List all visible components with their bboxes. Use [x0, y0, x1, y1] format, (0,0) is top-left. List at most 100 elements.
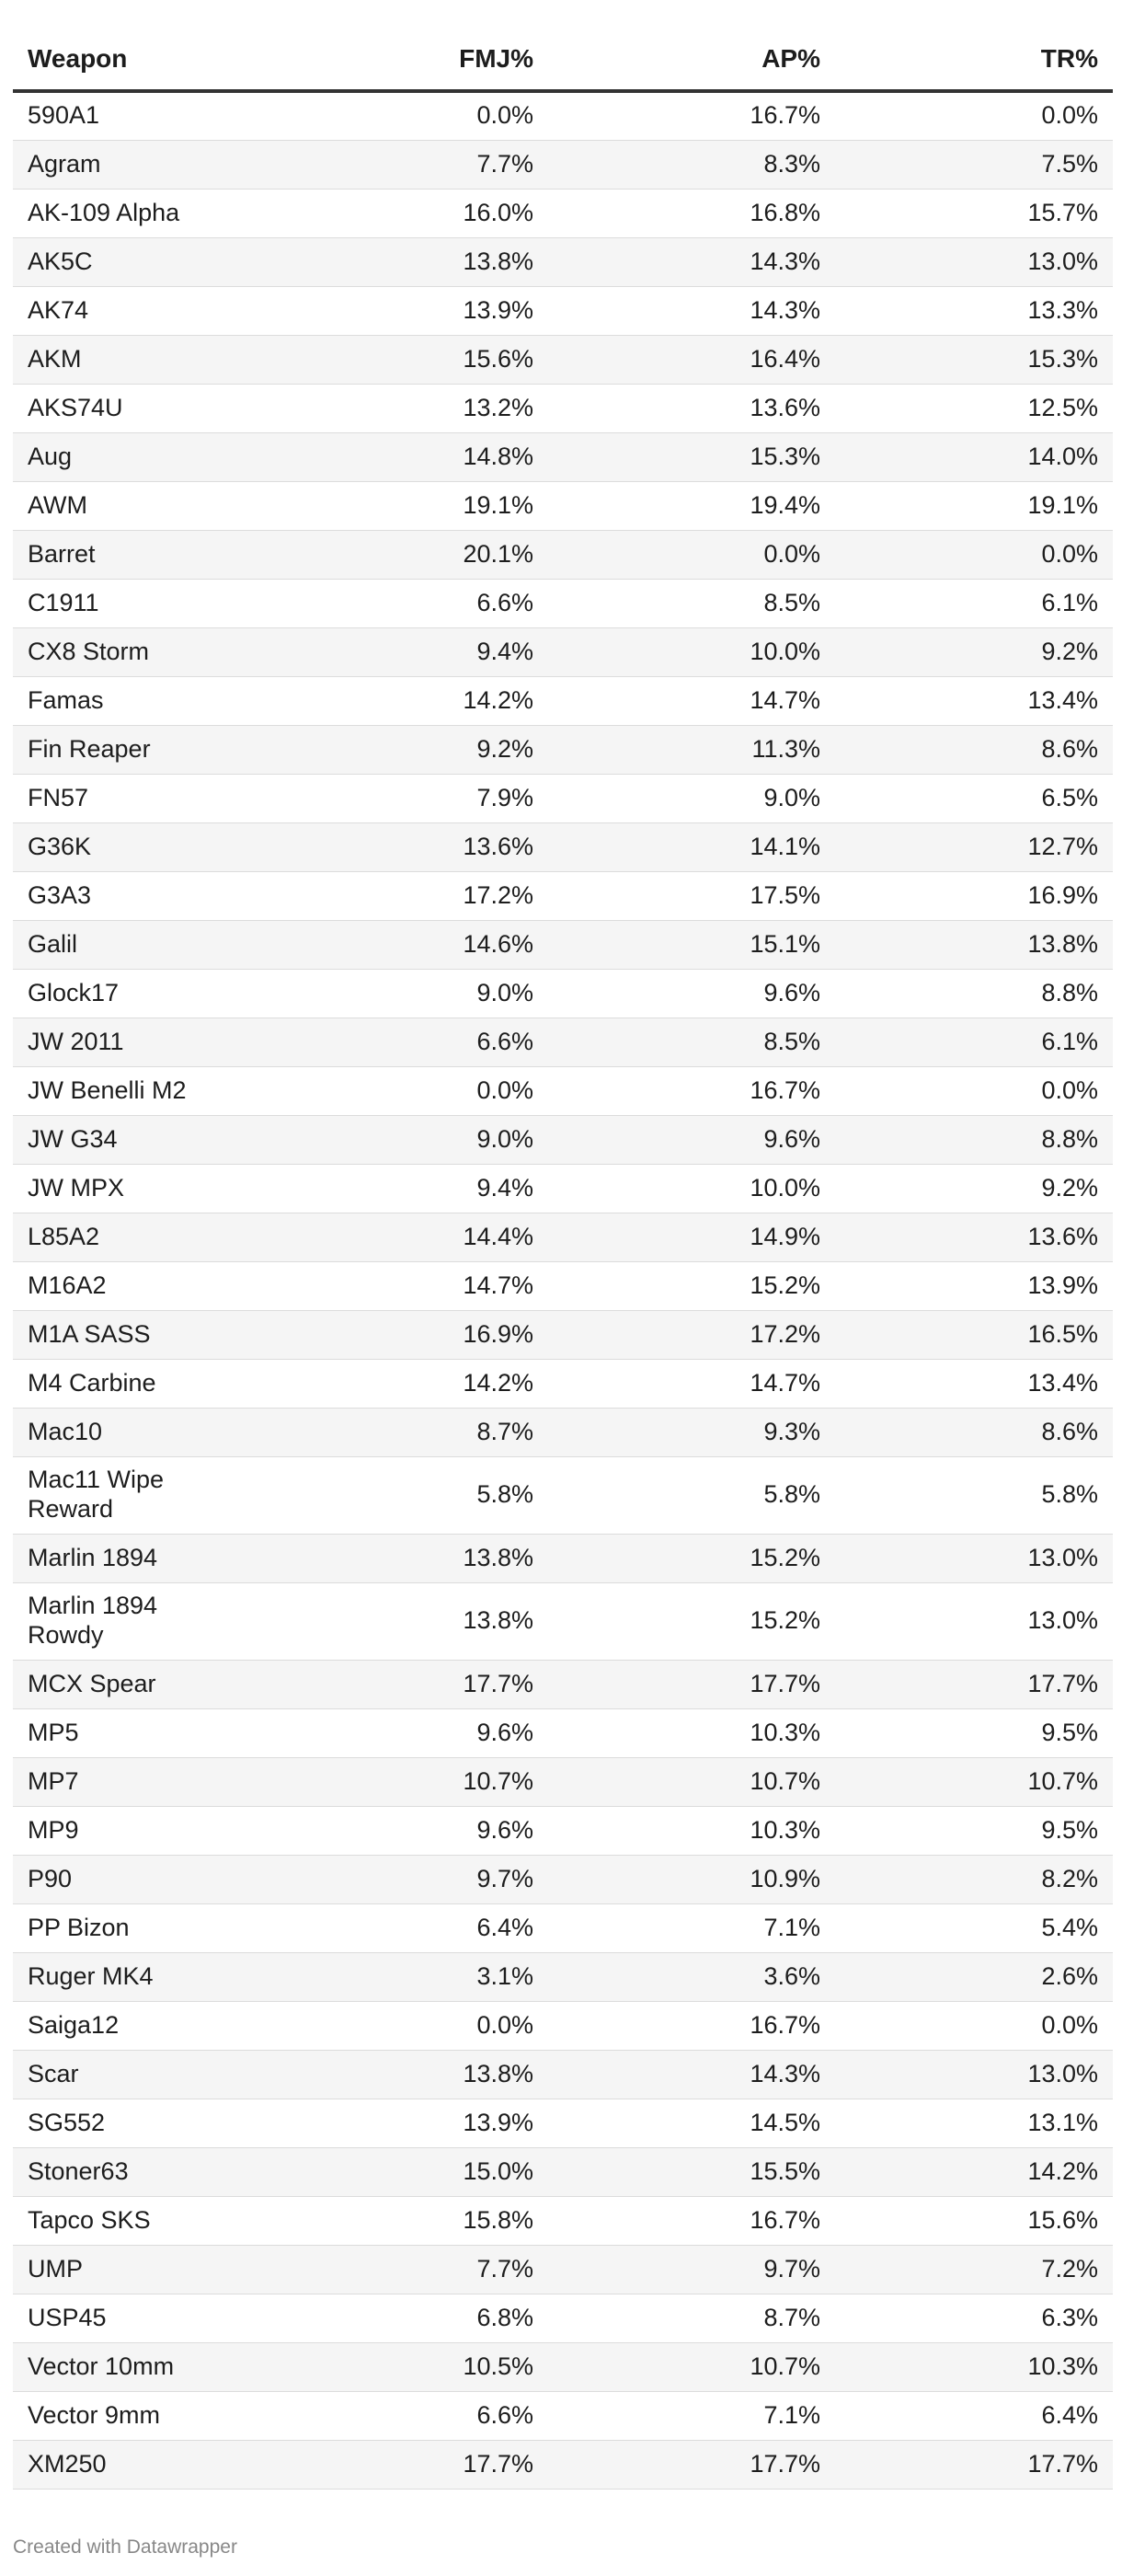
cell-fmj: 14.2% [463, 1368, 533, 1397]
cell-fmj: 9.0% [476, 978, 533, 1006]
cell-fmj: 10.7% [463, 1766, 533, 1795]
cell-ap: 7.1% [763, 1913, 820, 1941]
cell-tr: 16.9% [1027, 880, 1098, 909]
cell-tr: 7.5% [1041, 149, 1098, 178]
cell-tr: 13.6% [1027, 1222, 1098, 1250]
cell-ap: 15.3% [750, 442, 820, 470]
cell-weapon: USP45 [28, 2303, 107, 2331]
cell-weapon: JW 2011 [28, 1027, 124, 1055]
cell-fmj: 16.0% [463, 198, 533, 226]
cell-ap: 14.3% [750, 2059, 820, 2087]
cell-fmj: 14.6% [463, 929, 533, 958]
table-row: Vector 9mm 6.6% 7.1% 6.4% [13, 2391, 1113, 2440]
cell-tr: 19.1% [1027, 490, 1098, 519]
cell-weapon: Saiga12 [28, 2010, 120, 2039]
cell-ap: 16.4% [750, 344, 820, 373]
cell-tr: 2.6% [1041, 1961, 1098, 1990]
cell-ap: 17.7% [750, 1669, 820, 1697]
table-row: AK5C 13.8% 14.3% 13.0% [13, 237, 1113, 286]
cell-ap: 15.2% [750, 1271, 820, 1299]
cell-ap: 8.3% [763, 149, 820, 178]
cell-ap: 16.7% [750, 2205, 820, 2234]
cell-tr: 12.5% [1027, 393, 1098, 421]
cell-fmj: 7.9% [476, 783, 533, 811]
cell-fmj: 20.1% [463, 539, 533, 568]
cell-ap: 17.2% [750, 1319, 820, 1348]
table-row: Galil 14.6% 15.1% 13.8% [13, 920, 1113, 969]
cell-tr: 16.5% [1027, 1319, 1098, 1348]
cell-tr: 13.4% [1027, 1368, 1098, 1397]
column-header-fmj[interactable]: FMJ% [254, 28, 548, 93]
cell-ap: 9.0% [763, 783, 820, 811]
cell-weapon: L85A2 [28, 1222, 100, 1250]
cell-tr: 0.0% [1041, 2010, 1098, 2039]
cell-weapon: Marlin 1894 Rowdy [28, 1592, 158, 1649]
cell-ap: 0.0% [763, 539, 820, 568]
column-header-weapon[interactable]: Weapon [13, 28, 254, 93]
cell-ap: 14.3% [750, 247, 820, 275]
cell-fmj: 10.5% [463, 2352, 533, 2380]
cell-fmj: 8.7% [476, 1417, 533, 1445]
cell-ap: 10.0% [750, 637, 820, 665]
cell-fmj: 14.4% [463, 1222, 533, 1250]
cell-fmj: 15.6% [463, 344, 533, 373]
cell-weapon: Mac10 [28, 1417, 103, 1445]
cell-weapon: Barret [28, 539, 96, 568]
cell-tr: 13.0% [1027, 1543, 1098, 1571]
cell-weapon: Ruger MK4 [28, 1961, 154, 1990]
cell-tr: 5.4% [1041, 1913, 1098, 1941]
cell-tr: 13.4% [1027, 685, 1098, 714]
cell-fmj: 0.0% [476, 2010, 533, 2039]
cell-ap: 8.5% [763, 1027, 820, 1055]
cell-fmj: 7.7% [476, 149, 533, 178]
cell-fmj: 6.6% [476, 2400, 533, 2429]
cell-fmj: 0.0% [476, 1075, 533, 1104]
table-row: Stoner63 15.0% 15.5% 14.2% [13, 2147, 1113, 2196]
table-header: Weapon FMJ% AP% TR% [13, 28, 1113, 93]
table-row: Vector 10mm 10.5% 10.7% 10.3% [13, 2342, 1113, 2391]
cell-ap: 15.1% [750, 929, 820, 958]
cell-weapon: Tapco SKS [28, 2205, 151, 2234]
cell-weapon: SG552 [28, 2108, 106, 2136]
column-header-tr[interactable]: TR% [835, 28, 1113, 93]
cell-tr: 13.0% [1027, 247, 1098, 275]
table-row: FN57 7.9% 9.0% 6.5% [13, 774, 1113, 822]
cell-ap: 9.7% [763, 2254, 820, 2283]
cell-tr: 6.1% [1041, 1027, 1098, 1055]
table-row: UMP 7.7% 9.7% 7.2% [13, 2245, 1113, 2294]
cell-weapon: P90 [28, 1864, 73, 1892]
cell-tr: 15.6% [1027, 2205, 1098, 2234]
table-row: MP9 9.6% 10.3% 9.5% [13, 1806, 1113, 1855]
cell-tr: 0.0% [1041, 539, 1098, 568]
cell-tr: 8.6% [1041, 734, 1098, 763]
cell-tr: 6.3% [1041, 2303, 1098, 2331]
cell-weapon: JW MPX [28, 1173, 124, 1202]
table-row: 590A1 0.0% 16.7% 0.0% [13, 91, 1113, 140]
cell-ap: 13.6% [750, 393, 820, 421]
cell-ap: 10.7% [750, 1766, 820, 1795]
cell-ap: 8.5% [763, 588, 820, 616]
cell-weapon: Stoner63 [28, 2156, 129, 2185]
cell-tr: 13.0% [1027, 2059, 1098, 2087]
cell-weapon: Glock17 [28, 978, 120, 1006]
cell-tr: 6.1% [1041, 588, 1098, 616]
cell-fmj: 6.6% [476, 588, 533, 616]
cell-weapon: M4 Carbine [28, 1368, 156, 1397]
column-header-ap[interactable]: AP% [548, 28, 835, 93]
cell-fmj: 16.9% [463, 1319, 533, 1348]
table-row: M4 Carbine 14.2% 14.7% 13.4% [13, 1359, 1113, 1408]
cell-tr: 5.8% [1041, 1480, 1098, 1509]
cell-weapon: Vector 9mm [28, 2400, 161, 2429]
cell-tr: 13.9% [1027, 1271, 1098, 1299]
cell-tr: 12.7% [1027, 832, 1098, 860]
cell-weapon: M16A2 [28, 1271, 107, 1299]
cell-weapon: MP5 [28, 1718, 79, 1746]
table-row: C1911 6.6% 8.5% 6.1% [13, 579, 1113, 627]
table-row: AWM 19.1% 19.4% 19.1% [13, 481, 1113, 530]
cell-fmj: 14.8% [463, 442, 533, 470]
cell-ap: 16.7% [750, 101, 820, 130]
table-row: Marlin 1894 Rowdy 13.8% 15.2% 13.0% [13, 1582, 1113, 1660]
table-row: Saiga12 0.0% 16.7% 0.0% [13, 2001, 1113, 2050]
cell-tr: 9.5% [1041, 1718, 1098, 1746]
table-row: MCX Spear 17.7% 17.7% 17.7% [13, 1660, 1113, 1708]
